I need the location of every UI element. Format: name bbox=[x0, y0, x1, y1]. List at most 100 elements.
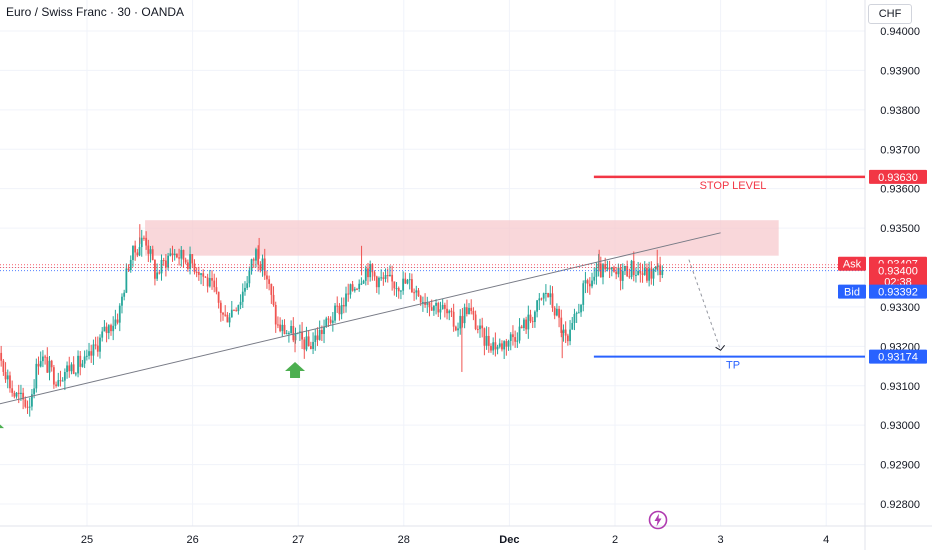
candle-body bbox=[553, 307, 556, 316]
candle-body bbox=[641, 273, 644, 275]
candle bbox=[94, 336, 97, 350]
candle-body bbox=[351, 284, 354, 291]
candle bbox=[134, 240, 137, 261]
candle bbox=[116, 313, 119, 325]
candle bbox=[518, 318, 521, 344]
candle-body bbox=[24, 399, 27, 407]
candle bbox=[283, 319, 286, 335]
candle bbox=[470, 299, 473, 315]
candle bbox=[639, 262, 642, 283]
candle bbox=[476, 325, 479, 334]
candle-body bbox=[637, 270, 640, 275]
candle-body bbox=[257, 249, 260, 265]
candle bbox=[329, 316, 332, 325]
candle bbox=[334, 303, 336, 324]
candle-body bbox=[175, 253, 178, 258]
candle-body bbox=[542, 293, 545, 299]
candle bbox=[356, 287, 358, 291]
up-arrow-marker bbox=[0, 424, 5, 429]
candle bbox=[481, 317, 484, 338]
candle bbox=[446, 299, 448, 320]
candle-body bbox=[538, 298, 541, 301]
x-tick-label: 25 bbox=[81, 534, 93, 546]
candle-body bbox=[255, 249, 257, 261]
candle bbox=[626, 260, 629, 277]
candle bbox=[494, 332, 497, 357]
candle-body bbox=[272, 294, 275, 305]
candle-body bbox=[303, 339, 306, 350]
candle-body bbox=[11, 388, 14, 393]
candle bbox=[441, 298, 444, 310]
candle bbox=[285, 329, 288, 335]
candle bbox=[505, 338, 508, 356]
candle-body bbox=[211, 278, 213, 281]
candle-body bbox=[353, 288, 356, 291]
candle bbox=[110, 323, 112, 336]
candle bbox=[637, 261, 640, 276]
candle bbox=[661, 265, 664, 279]
candle bbox=[527, 305, 530, 339]
y-tick-label: 0.92800 bbox=[880, 499, 920, 511]
candle bbox=[239, 294, 242, 310]
candle bbox=[6, 369, 9, 389]
y-tick-label: 0.93000 bbox=[880, 420, 920, 432]
candle-body bbox=[136, 252, 139, 256]
y-tick-label: 0.94000 bbox=[880, 26, 920, 38]
candle-body bbox=[266, 275, 268, 280]
x-tick-label: Dec bbox=[499, 534, 519, 546]
currency-button[interactable]: CHF bbox=[868, 4, 912, 24]
candle-body bbox=[437, 302, 440, 313]
stop-price-tag: 0.93630 bbox=[878, 172, 918, 184]
candle bbox=[55, 381, 57, 388]
candle bbox=[224, 305, 227, 317]
candle bbox=[492, 337, 495, 355]
candle bbox=[0, 345, 3, 367]
candle bbox=[514, 330, 517, 348]
candle bbox=[175, 253, 178, 259]
candle bbox=[165, 254, 167, 277]
candle-body bbox=[432, 305, 435, 311]
candle bbox=[602, 262, 604, 285]
candle bbox=[222, 311, 224, 321]
candle bbox=[226, 312, 229, 323]
candle bbox=[274, 301, 277, 333]
candle bbox=[171, 245, 174, 262]
candle-body bbox=[224, 314, 227, 316]
candle bbox=[360, 277, 363, 286]
candle bbox=[349, 283, 352, 299]
candle-body bbox=[22, 392, 25, 400]
candle-body bbox=[123, 292, 126, 297]
candle bbox=[400, 289, 402, 300]
candle bbox=[160, 254, 163, 281]
candle-body bbox=[342, 304, 345, 307]
candle bbox=[79, 350, 82, 376]
candle-body bbox=[375, 276, 378, 288]
candle bbox=[4, 362, 7, 383]
candle bbox=[233, 309, 235, 312]
candle-body bbox=[28, 406, 31, 408]
candle-body bbox=[77, 355, 79, 374]
candle-body bbox=[90, 351, 93, 356]
candle bbox=[127, 264, 130, 272]
candle-body bbox=[283, 324, 286, 334]
candle-body bbox=[206, 277, 209, 287]
candle bbox=[301, 322, 303, 350]
candle-body bbox=[143, 237, 145, 239]
candle bbox=[595, 262, 598, 285]
candle-body bbox=[235, 310, 238, 312]
bid-price-tag: 0.93392 bbox=[878, 287, 918, 299]
candle bbox=[483, 327, 486, 356]
candle-body bbox=[68, 365, 71, 372]
candle bbox=[211, 270, 213, 290]
candle bbox=[136, 248, 139, 258]
candle bbox=[121, 293, 123, 314]
candle bbox=[15, 391, 18, 399]
chart-title: Euro / Swiss Franc · 30 · OANDA bbox=[6, 5, 185, 19]
candle-body bbox=[358, 283, 361, 290]
candle bbox=[11, 380, 14, 397]
candle-body bbox=[103, 326, 106, 332]
candle-body bbox=[507, 340, 510, 347]
candle bbox=[364, 265, 367, 286]
candle-body bbox=[514, 337, 517, 342]
